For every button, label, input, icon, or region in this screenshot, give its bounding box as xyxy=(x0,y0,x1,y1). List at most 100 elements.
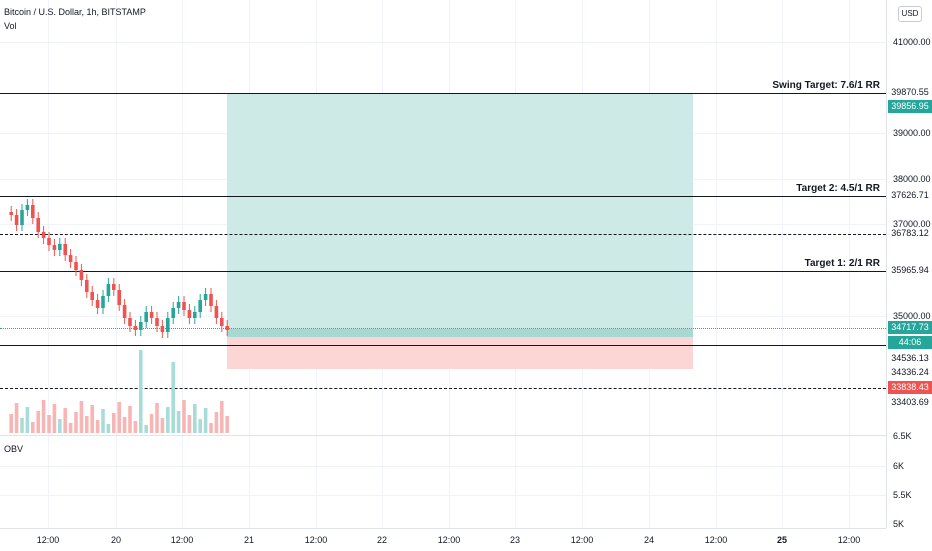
swing-target-line[interactable] xyxy=(0,93,886,94)
target-1-label: Target 1: 2/1 RR xyxy=(804,258,880,269)
price-tag-low: 33838.43 xyxy=(888,381,932,394)
volume-bar xyxy=(20,418,24,433)
price-tag-target-1: 35965.94 xyxy=(888,264,932,277)
candle-body xyxy=(198,300,202,312)
volume-bar xyxy=(155,403,159,433)
volume-bar xyxy=(182,400,186,433)
volume-bar xyxy=(139,350,143,433)
swing-target-label: Swing Target: 7.6/1 RR xyxy=(772,80,880,91)
candle-body xyxy=(176,302,181,308)
volume-bar xyxy=(79,401,84,433)
price-axis[interactable]: USD 41000.00 39000.00 38000.00 37000.00 … xyxy=(886,0,932,529)
volume-bar xyxy=(220,401,224,433)
entry-zone xyxy=(227,329,693,337)
time-tick: 12:00 xyxy=(170,535,194,545)
price-tag-support: 33403.69 xyxy=(888,396,932,409)
currency-button[interactable]: USD xyxy=(898,6,922,22)
price-tick: 35000.00 xyxy=(893,311,931,321)
volume-bar xyxy=(144,425,148,433)
volume-bar xyxy=(133,421,138,433)
target-1-line[interactable] xyxy=(0,271,886,272)
loss-zone[interactable] xyxy=(227,337,693,369)
candle-body xyxy=(122,305,127,318)
grid-line xyxy=(182,0,183,528)
target-2-line[interactable] xyxy=(0,196,886,197)
pane-separator[interactable] xyxy=(0,435,932,436)
candle-body xyxy=(193,312,197,318)
volume-bar xyxy=(187,415,192,433)
candle-body xyxy=(41,232,46,238)
candle-body xyxy=(187,310,192,318)
time-tick: 12:00 xyxy=(437,535,461,545)
time-tick: 20 xyxy=(110,535,122,545)
volume-bar xyxy=(31,422,35,433)
volume-bar xyxy=(122,417,127,433)
grid-line xyxy=(782,0,783,528)
price-tag-swing-target: 39870.55 xyxy=(888,86,932,99)
candle-body xyxy=(220,318,224,326)
support-dashed-line[interactable] xyxy=(0,388,886,389)
candle-body xyxy=(52,245,57,250)
volume-bar xyxy=(128,406,132,433)
volume-bar xyxy=(58,419,62,433)
time-tick: 24 xyxy=(643,535,655,545)
price-tick: 38000.00 xyxy=(893,174,931,184)
candle-body xyxy=(149,312,154,318)
volume-bar xyxy=(41,400,46,433)
candle-body xyxy=(9,212,13,215)
candle-body xyxy=(31,205,35,218)
volume-bar xyxy=(166,407,170,433)
price-tag-entry: 34536.13 xyxy=(888,352,932,365)
resistance-dashed-line[interactable] xyxy=(0,234,886,235)
volume-bar xyxy=(214,412,219,433)
candle-body xyxy=(144,312,148,322)
chart-pane[interactable]: Swing Target: 7.6/1 RR Target 2: 4.5/1 R… xyxy=(0,0,886,528)
candlestick-series xyxy=(9,199,229,433)
obv-tick: 6.5K xyxy=(893,431,912,441)
volume-bar xyxy=(47,415,51,433)
entry-line[interactable] xyxy=(0,345,886,346)
candle-body xyxy=(209,294,213,306)
time-tick: 23 xyxy=(509,535,521,545)
grid-line xyxy=(849,0,850,528)
time-tick: 21 xyxy=(243,535,255,545)
volume-bar xyxy=(198,419,202,433)
candle-body xyxy=(160,326,165,332)
candle-body xyxy=(214,306,219,318)
volume-bar xyxy=(52,404,57,433)
profit-zone[interactable] xyxy=(227,93,693,329)
time-tick: 12:00 xyxy=(36,535,60,545)
candle-body xyxy=(95,300,100,308)
obv-tick: 5.5K xyxy=(893,490,912,500)
volume-bar xyxy=(176,411,181,433)
time-tick: 12:00 xyxy=(837,535,861,545)
volume-legend[interactable]: Vol xyxy=(4,21,17,31)
volume-bar xyxy=(149,414,154,433)
price-tag-resistance: 36783.12 xyxy=(888,227,932,240)
candle-body xyxy=(101,296,105,308)
volume-bar xyxy=(112,413,116,433)
volume-bar xyxy=(74,412,78,433)
volume-bar xyxy=(63,408,67,433)
time-axis[interactable]: 12:00 20 12:00 21 12:00 22 12:00 23 12:0… xyxy=(0,528,886,551)
time-tick: 25 xyxy=(776,535,788,545)
candle-body xyxy=(182,302,186,310)
candle-body xyxy=(171,308,175,318)
time-tick: 12:00 xyxy=(304,535,328,545)
candle-body xyxy=(112,284,116,290)
price-tick: 37000.00 xyxy=(893,219,931,229)
symbol-legend[interactable]: Bitcoin / U.S. Dollar, 1h, BITSTAMP xyxy=(4,7,146,17)
volume-bar xyxy=(193,404,197,433)
obv-legend[interactable]: OBV xyxy=(4,444,24,454)
candle-body xyxy=(90,292,94,300)
price-tag-last-high: 39856.95 xyxy=(888,100,932,113)
volume-bar xyxy=(36,411,40,433)
volume-bar xyxy=(117,402,121,433)
volume-bar xyxy=(68,423,73,433)
candle-body xyxy=(36,218,40,232)
candle-body xyxy=(139,322,143,330)
candle-body xyxy=(225,326,229,330)
time-tick: 22 xyxy=(376,535,388,545)
grid-line xyxy=(0,42,886,43)
candle-body xyxy=(106,284,111,296)
